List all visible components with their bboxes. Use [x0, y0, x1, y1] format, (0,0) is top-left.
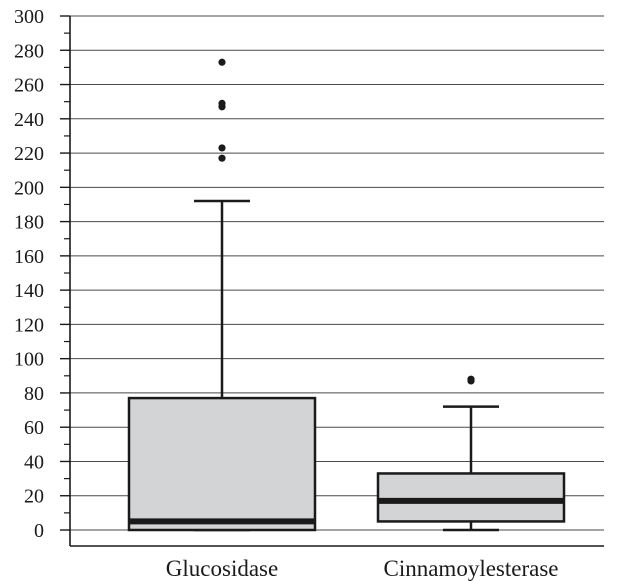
y-tick-label: 160 — [14, 246, 44, 268]
y-tick-label: 0 — [34, 520, 44, 542]
y-tick-label: 280 — [14, 40, 44, 62]
y-tick-label: 260 — [14, 75, 44, 97]
y-tick-label: 180 — [14, 212, 44, 234]
iqr-box — [127, 396, 317, 532]
outlier-point — [218, 58, 226, 66]
y-tick-label: 40 — [24, 451, 44, 473]
y-tick-label: 100 — [14, 349, 44, 371]
y-tick-label: 240 — [14, 109, 44, 131]
x-category-label: Glucosidase — [166, 556, 278, 581]
outlier-point — [467, 375, 475, 383]
box-group — [376, 375, 566, 532]
iqr-box — [376, 472, 566, 523]
outlier-point — [218, 99, 226, 107]
y-tick-label: 200 — [14, 177, 44, 199]
outlier-point — [218, 154, 226, 162]
y-tick-label: 60 — [24, 417, 44, 439]
y-tick-label: 20 — [24, 486, 44, 508]
y-tick-label: 120 — [14, 314, 44, 336]
y-tick-label: 80 — [24, 383, 44, 405]
box-group — [127, 58, 317, 532]
y-tick-label: 300 — [14, 6, 44, 28]
x-category-label: Cinnamoylesterase — [383, 556, 558, 581]
grid-lines — [70, 15, 604, 531]
y-tick-label: 220 — [14, 143, 44, 165]
labels: 0 20 40 60 80 100 120 140 160 180 200 220 240 260 280 3… — [14, 6, 559, 581]
y-tick-label: 140 — [14, 280, 44, 302]
boxes — [127, 58, 566, 532]
axes — [60, 15, 604, 547]
outlier-point — [218, 144, 226, 152]
